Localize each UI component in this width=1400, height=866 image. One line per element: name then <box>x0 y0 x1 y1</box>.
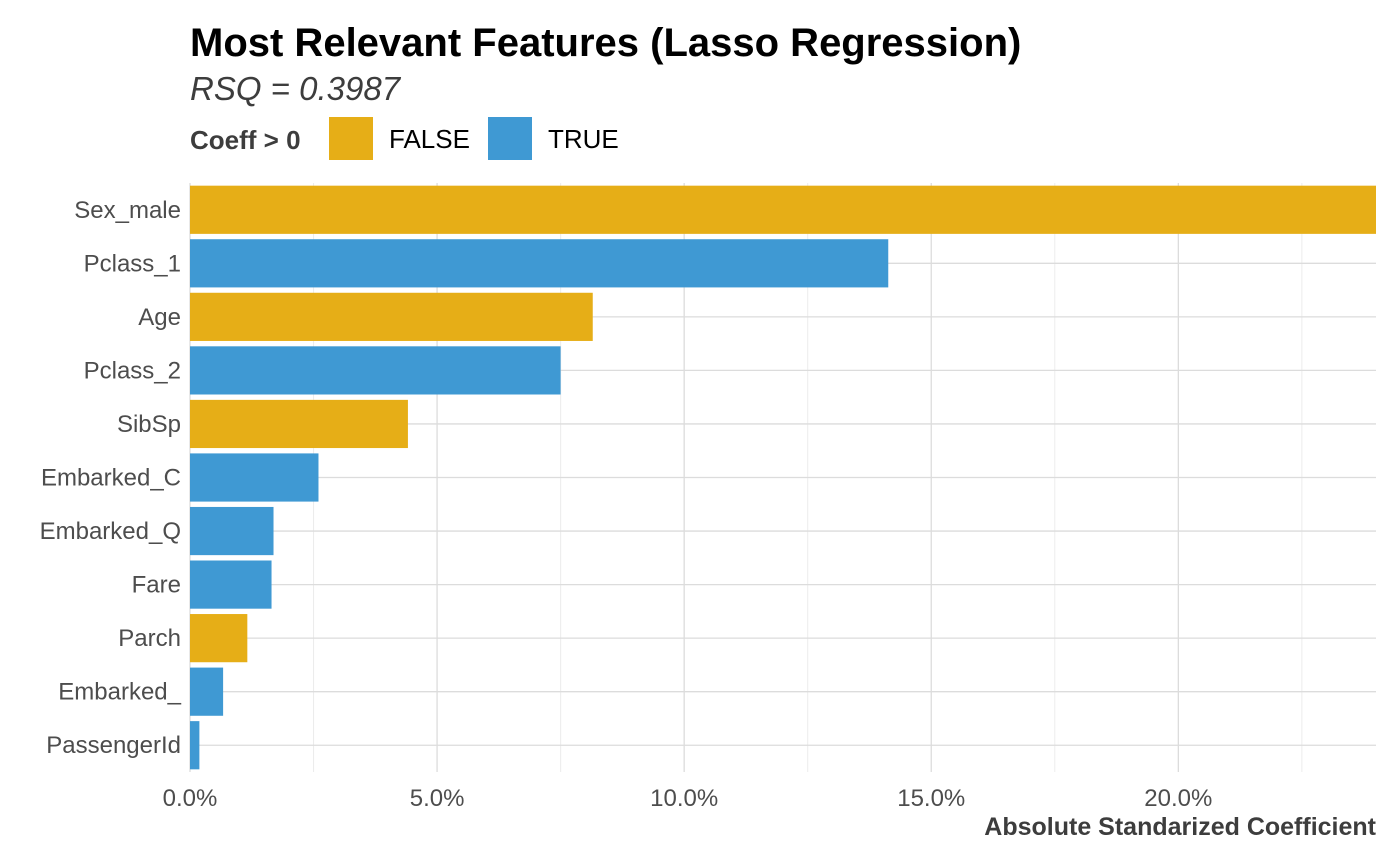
legend: Coeff > 0 FALSE TRUE <box>190 117 619 160</box>
bars <box>190 185 1376 770</box>
bar-sibsp <box>190 399 408 449</box>
legend-swatch-false <box>329 117 373 160</box>
category-label: PassengerId <box>46 732 181 759</box>
bar-embarked-c <box>190 453 319 502</box>
bar-age <box>190 292 593 341</box>
bar-parch <box>190 614 248 663</box>
bar-embarked- <box>190 667 224 716</box>
chart-title: Most Relevant Features (Lasso Regression… <box>190 21 1021 65</box>
bar-pclass-2 <box>190 346 561 395</box>
category-label: Age <box>138 304 181 331</box>
x-tick-label: 10.0% <box>650 785 718 812</box>
bar-embarked-q <box>190 506 274 556</box>
bar-sex-male <box>190 185 1376 234</box>
x-tick-labels: 0.0% 5.0% 10.0% 15.0% 20.0% <box>163 785 1213 812</box>
x-tick-label: 5.0% <box>410 785 465 812</box>
category-label: Pclass_2 <box>84 357 181 384</box>
x-axis-label: Absolute Standarized Coefficient <box>984 813 1376 841</box>
category-label: Sex_male <box>74 197 181 224</box>
category-label: Parch <box>118 625 181 652</box>
chart-subtitle: RSQ = 0.3987 <box>190 70 402 107</box>
legend-swatch-true <box>488 117 532 160</box>
bar-fare <box>190 560 272 609</box>
category-label: Fare <box>132 572 181 599</box>
category-label: Embarked_ <box>58 679 181 706</box>
category-labels: Sex_male Pclass_1 Age Pclass_2 SibSp Embarked… <box>40 197 182 759</box>
category-label: SibSp <box>117 411 181 438</box>
category-label: Embarked_Q <box>40 518 181 545</box>
category-label: Embarked_C <box>41 465 181 492</box>
legend-title: Coeff > 0 <box>190 125 301 155</box>
x-tick-label: 0.0% <box>163 785 218 812</box>
bar-pclass-1 <box>190 239 889 288</box>
legend-label-false: FALSE <box>389 124 470 154</box>
legend-label-true: TRUE <box>548 124 619 154</box>
x-tick-label: 15.0% <box>897 785 965 812</box>
x-tick-label: 20.0% <box>1144 785 1212 812</box>
category-label: Pclass_1 <box>84 250 181 277</box>
bar-passengerid <box>190 721 200 770</box>
